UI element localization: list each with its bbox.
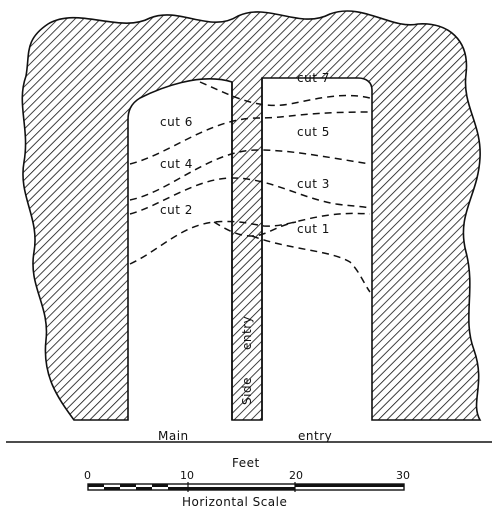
cut-label-1: cut 1 — [297, 222, 330, 236]
scale-tick-30: 30 — [396, 469, 410, 482]
scale-tick-20: 20 — [289, 469, 303, 482]
cut-label-4: cut 4 — [160, 157, 193, 171]
scale-caption: Horizontal Scale — [182, 495, 287, 509]
cut-label-3: cut 3 — [297, 177, 330, 191]
horizontal-scale-bar: Feet 0 10 20 30 Horizontal Scale — [84, 456, 410, 509]
cut-line-4 — [129, 177, 371, 215]
main-label: Main — [158, 429, 189, 443]
scale-tick-0: 0 — [84, 469, 91, 482]
cut-line-5 — [129, 149, 371, 201]
side-entry-label: entry — [240, 316, 254, 350]
cut-label-5: cut 5 — [297, 125, 330, 139]
cut-line-6 — [129, 111, 371, 165]
cut-lines — [129, 81, 371, 293]
cut-line-7 — [199, 81, 371, 107]
cut-label-2: cut 2 — [160, 203, 193, 217]
side-label: Side — [240, 377, 254, 405]
cut-label-6: cut 6 — [160, 115, 193, 129]
rock-hatched-area — [21, 10, 482, 421]
cut-line-1 — [251, 235, 371, 293]
scale-tick-10: 10 — [180, 469, 194, 482]
scale-title: Feet — [232, 456, 260, 470]
main-entry-label: entry — [298, 429, 332, 443]
cut-line-3 — [129, 212, 371, 265]
cut-label-7: cut 7 — [297, 71, 330, 85]
